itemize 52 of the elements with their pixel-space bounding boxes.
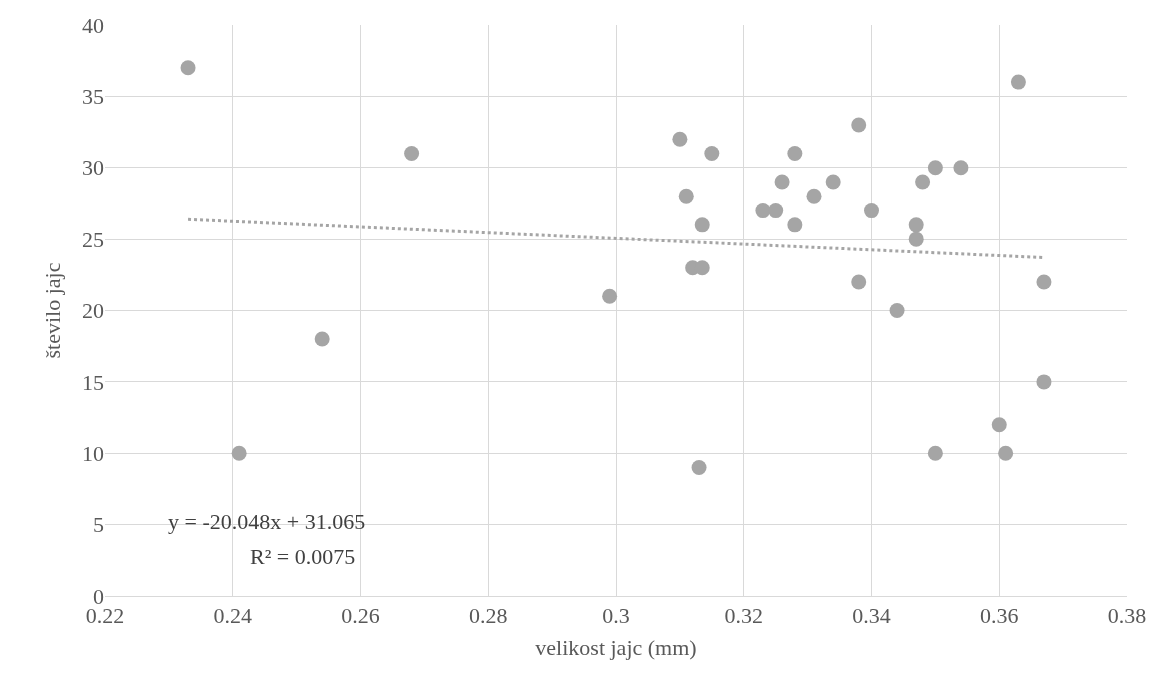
y-tick-label: 20: [82, 298, 104, 324]
point: [998, 445, 1014, 461]
y-axis-title: število jajc: [39, 262, 65, 359]
x-tick-label: 0.36: [980, 603, 1019, 629]
point: [768, 203, 784, 219]
point: [704, 145, 720, 161]
point: [774, 174, 790, 190]
point: [851, 274, 867, 290]
point: [864, 203, 879, 219]
y-tick-label: 5: [93, 512, 104, 538]
point: [1036, 374, 1052, 390]
x-tick-label: 0.32: [724, 603, 763, 629]
annotation: y = -20.048x + 31.065: [168, 509, 366, 534]
y-tick-label: 10: [82, 440, 104, 466]
y-tick-label: 15: [82, 369, 104, 395]
point: [602, 288, 618, 304]
point: [927, 160, 943, 176]
point: [915, 174, 931, 190]
point: [787, 217, 803, 233]
x-tick-label: 0.34: [852, 603, 891, 629]
point: [927, 445, 943, 461]
point: [787, 145, 803, 161]
y-tick-label: 40: [82, 12, 104, 38]
y-tick-label: 30: [82, 155, 104, 181]
x-axis-title: velikost jajc (mm): [535, 635, 697, 661]
point: [889, 303, 905, 318]
x-tick-label: 0.26: [341, 603, 380, 629]
point: [691, 460, 707, 476]
x-tick-label: 0.28: [469, 603, 508, 629]
x-tick-label: 0.24: [213, 603, 252, 629]
annotation: R² = 0.0075: [250, 544, 356, 569]
point: [755, 203, 771, 219]
y-tick-label: 25: [82, 226, 104, 252]
point: [404, 145, 420, 161]
x-tick-label: 0.38: [1107, 603, 1147, 629]
point: [314, 331, 330, 347]
point: [806, 188, 822, 204]
point: [953, 160, 969, 176]
point: [908, 231, 924, 247]
point: [1036, 274, 1052, 290]
y-tick-label: 35: [82, 84, 104, 110]
point: [672, 131, 688, 147]
point: [678, 188, 694, 204]
point: [180, 60, 196, 76]
point: [1010, 74, 1026, 90]
x-tick-label: 0.3: [602, 603, 630, 629]
point: [694, 217, 710, 233]
point: [851, 117, 867, 133]
point: [231, 445, 247, 461]
point: [991, 417, 1007, 433]
point: [825, 174, 841, 190]
point: [908, 217, 924, 233]
